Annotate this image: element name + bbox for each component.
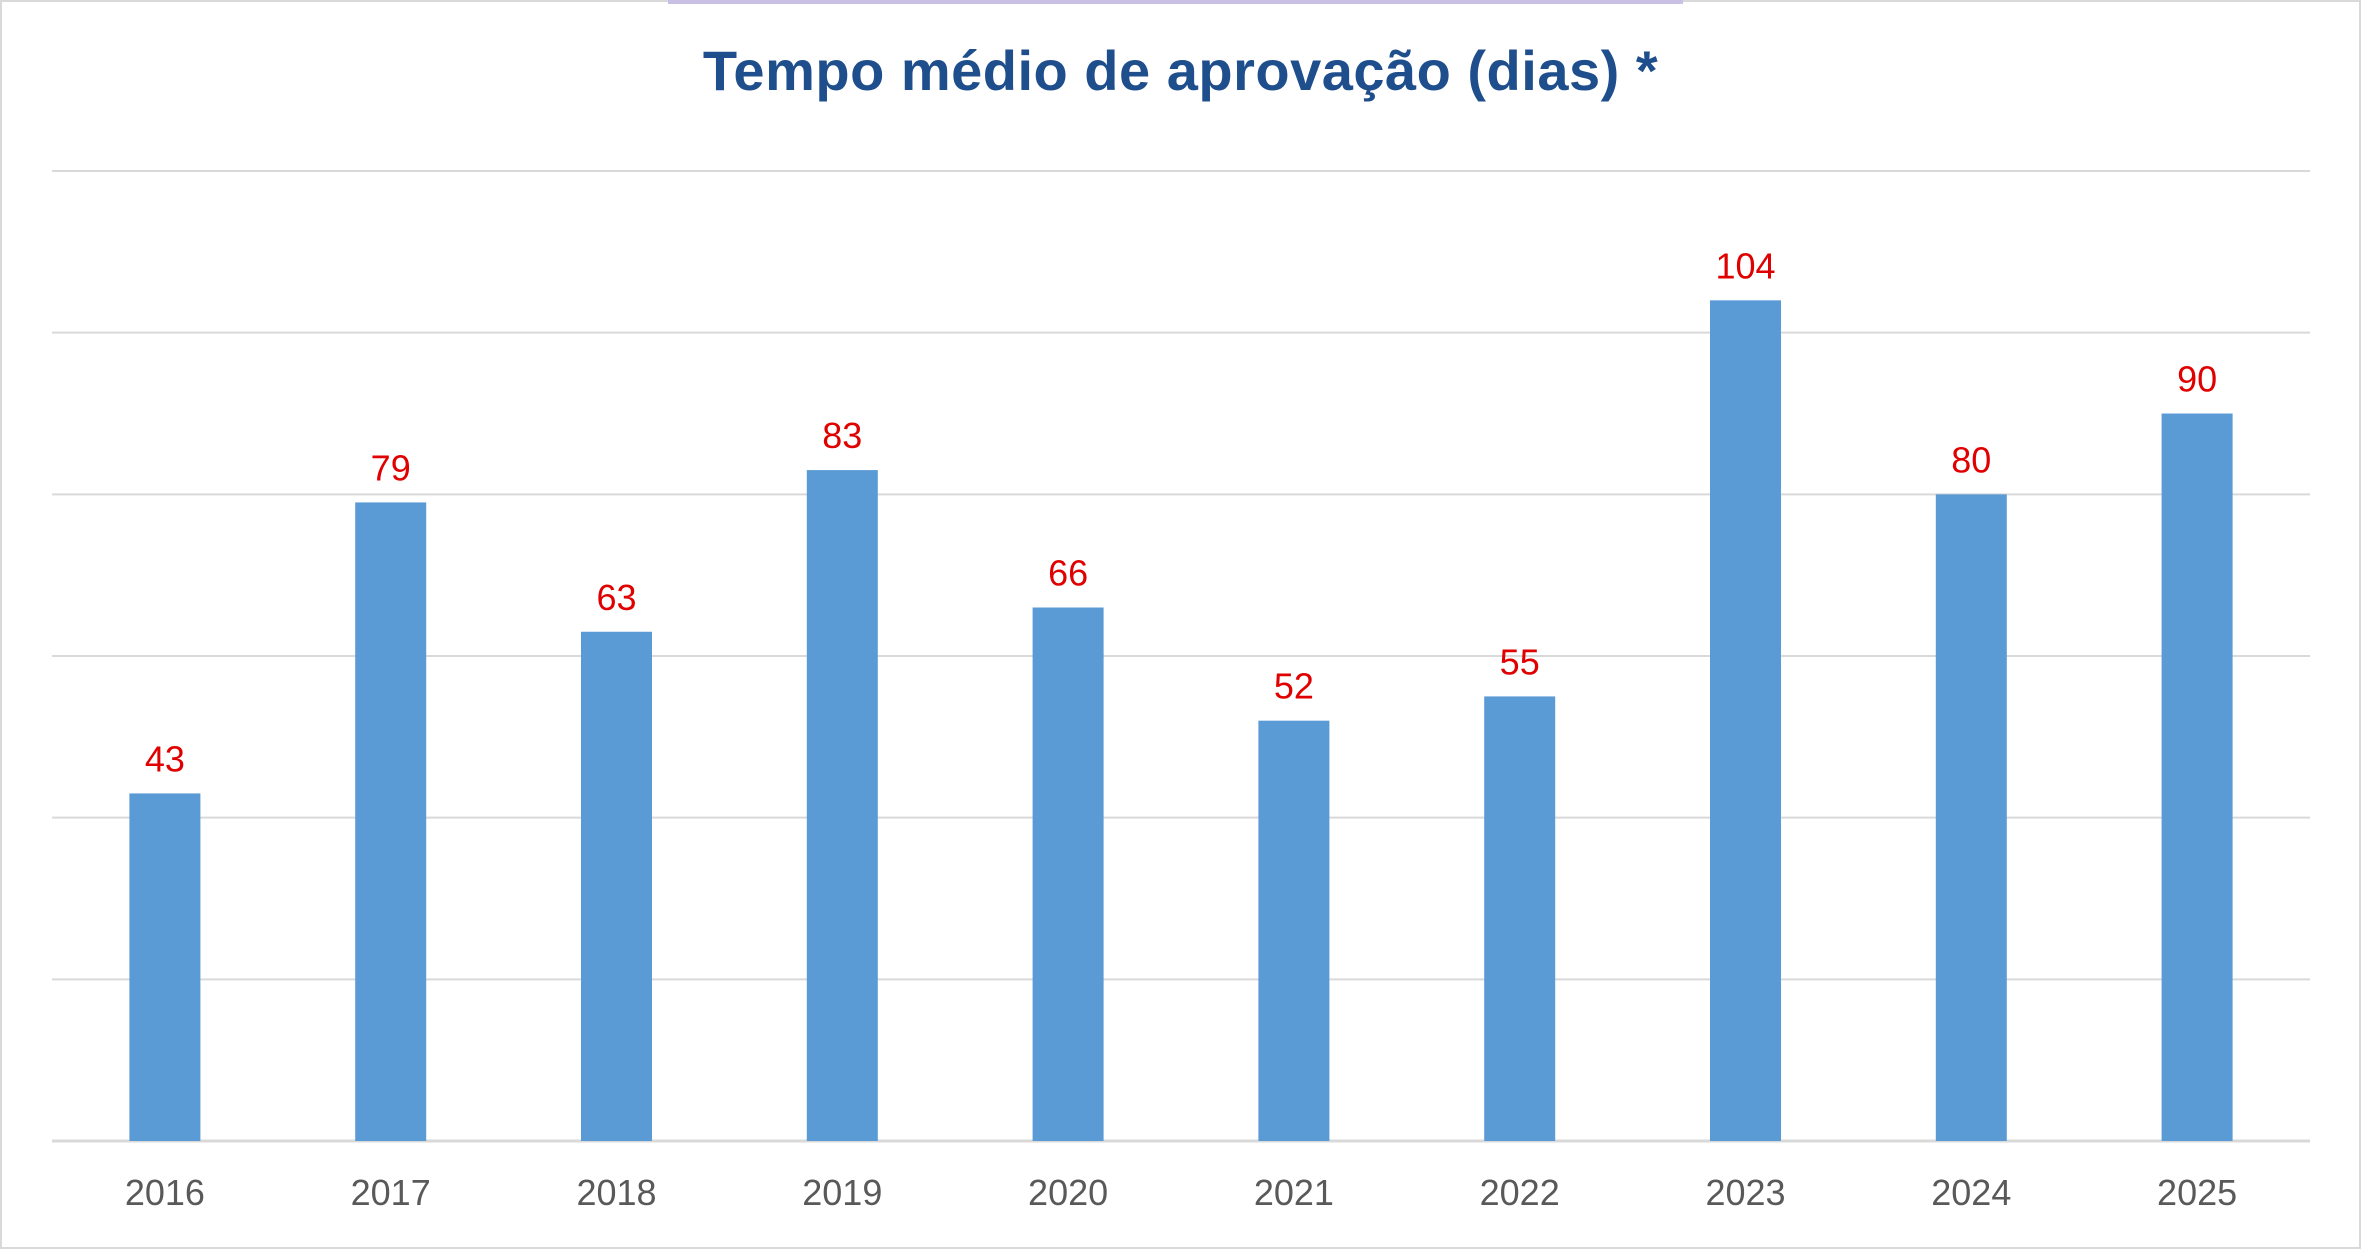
bar-2019 [806,470,878,1141]
data-label-2016: 43 [145,738,185,779]
bar-2021 [1258,720,1330,1141]
data-label-2019: 83 [822,415,862,456]
data-label-2018: 63 [596,577,636,618]
x-tick-label-2024: 2024 [1931,1172,2011,1213]
bar-2024 [1935,494,2007,1141]
data-label-2017: 79 [371,447,411,488]
x-tick-label-2025: 2025 [2157,1172,2237,1213]
bars [129,300,2233,1142]
x-tick-labels: 2016 2017 2018 2019 2020 2021 2022 2023 2024 2025 [125,1172,2237,1213]
data-label-2021: 52 [1274,666,1314,707]
x-tick-label-2016: 2016 [125,1172,205,1213]
bar-2025 [2161,413,2233,1141]
bar-2017 [355,502,427,1142]
x-tick-label-2017: 2017 [351,1172,431,1213]
bar-2016 [129,793,201,1141]
x-tick-label-2023: 2023 [1705,1172,1785,1213]
data-label-2022: 55 [1500,641,1540,682]
x-tick-label-2022: 2022 [1480,1172,1560,1213]
top-accent-bar [668,0,1683,4]
chart-title: Tempo médio de aprovação (dias) * [702,39,1659,102]
x-tick-label-2018: 2018 [576,1172,656,1213]
gridlines [52,170,2310,1143]
x-tick-label-2020: 2020 [1028,1172,1108,1213]
bar-2018 [581,631,652,1141]
x-tick-label-2021: 2021 [1254,1172,1334,1213]
data-labels: 43 79 63 83 66 52 55 104 80 90 [145,245,2217,779]
data-label-2020: 66 [1048,553,1088,594]
x-tick-label-2019: 2019 [802,1172,882,1213]
bar-2023 [1710,300,1781,1141]
bar-2022 [1484,696,1556,1141]
bar-2020 [1032,607,1104,1141]
data-label-2025: 90 [2177,359,2217,400]
data-label-2023: 104 [1715,245,1775,286]
data-label-2024: 80 [1951,439,1991,480]
